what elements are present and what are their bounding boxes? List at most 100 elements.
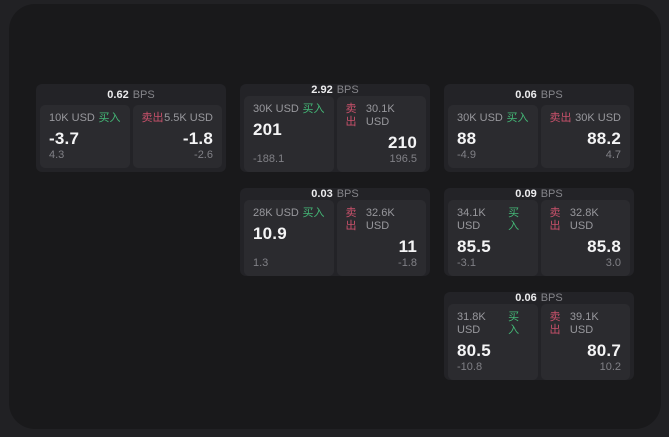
buy-size-label: 30K USD — [253, 103, 299, 115]
sell-price-value: 210 — [388, 133, 417, 152]
card-body: 31.8K USD 买入 80.5 -10.8 卖出 39.1K USD 80.… — [448, 304, 630, 380]
sell-price-value: 85.8 — [587, 237, 621, 256]
buy-delta-value: -10.8 — [457, 361, 483, 373]
buy-side-label: 买入 — [508, 311, 520, 336]
buy-side-label: 买入 — [302, 207, 325, 219]
card-header: 2.92 BPS — [244, 84, 426, 96]
card-header: 0.03 BPS — [244, 188, 426, 200]
sell-tile-header: 卖出 39.1K USD — [550, 311, 622, 337]
sell-delta-value: 196.5 — [389, 153, 417, 165]
sell-price-value: 11 — [398, 237, 417, 256]
sell-quote-tile[interactable]: 卖出 30.1K USD 210 196.5 — [336, 96, 426, 172]
buy-price-value: 80.5 — [457, 341, 491, 360]
sell-side-label: 卖出 — [549, 207, 561, 232]
buy-price-value: 10.9 — [253, 224, 287, 243]
buy-delta-value: -3.1 — [457, 257, 476, 269]
buy-quote-tile[interactable]: 31.8K USD 买入 80.5 -10.8 — [448, 304, 538, 380]
quote-card: 2.92 BPS 30K USD 买入 201 -188.1 卖出 30.1K … — [240, 84, 430, 172]
sell-price-value: -1.8 — [182, 129, 213, 148]
bps-unit: BPS — [540, 292, 563, 304]
sell-tile-header: 卖出 32.6K USD — [346, 207, 418, 233]
sell-side-label: 卖出 — [345, 103, 357, 128]
buy-tile-header: 30K USD 买入 — [253, 103, 325, 116]
buy-price-value: 85.5 — [457, 237, 491, 256]
buy-size-label: 34.1K USD — [457, 207, 486, 232]
bps-value: 0.09 — [515, 188, 537, 200]
sell-delta-value: -1.8 — [398, 257, 417, 269]
bps-value: 0.62 — [107, 88, 129, 101]
buy-size-label: 30K USD — [457, 112, 503, 124]
buy-quote-tile[interactable]: 34.1K USD 买入 85.5 -3.1 — [448, 200, 538, 276]
buy-side-label: 买入 — [506, 112, 529, 124]
sell-size-label: 5.5K USD — [164, 112, 213, 124]
quote-card: 0.06 BPS 30K USD 买入 88 -4.9 卖出 30K USD 8… — [444, 84, 634, 172]
sell-tile-header: 卖出 30K USD — [550, 112, 622, 125]
sell-tile-header: 卖出 30.1K USD — [346, 103, 418, 129]
sell-size-label: 30K USD — [575, 112, 621, 124]
sell-price-value: 80.7 — [587, 341, 621, 360]
buy-side-label: 买入 — [98, 112, 121, 124]
card-body: 30K USD 买入 88 -4.9 卖出 30K USD 88.2 4.7 — [448, 105, 630, 168]
buy-tile-header: 34.1K USD 买入 — [457, 207, 529, 233]
bps-value: 0.06 — [515, 88, 537, 101]
sell-size-label: 32.6K USD — [365, 207, 395, 232]
buy-price-value: 88 — [457, 129, 477, 148]
sell-delta-value: 3.0 — [605, 257, 621, 269]
sell-side-label: 卖出 — [141, 112, 164, 124]
card-body: 10K USD 买入 -3.7 4.3 卖出 5.5K USD -1.8 -2.… — [40, 105, 222, 168]
buy-quote-tile[interactable]: 30K USD 买入 201 -188.1 — [244, 96, 334, 172]
buy-tile-header: 10K USD 买入 — [49, 112, 121, 125]
bps-unit: BPS — [132, 88, 155, 101]
buy-quote-tile[interactable]: 30K USD 买入 88 -4.9 — [448, 105, 538, 168]
sell-side-label: 卖出 — [549, 112, 572, 124]
buy-size-label: 31.8K USD — [457, 311, 486, 336]
buy-delta-value: -188.1 — [253, 153, 285, 165]
bps-unit: BPS — [336, 188, 359, 200]
sell-quote-tile[interactable]: 卖出 30K USD 88.2 4.7 — [540, 105, 630, 168]
buy-side-label: 买入 — [508, 207, 520, 232]
bps-unit: BPS — [540, 188, 563, 200]
sell-delta-value: 4.7 — [605, 149, 621, 161]
cards-grid: 0.62 BPS 10K USD 买入 -3.7 4.3 卖出 5.5K USD… — [36, 84, 634, 380]
buy-quote-tile[interactable]: 10K USD 买入 -3.7 4.3 — [40, 105, 130, 168]
bps-value: 0.06 — [515, 292, 537, 304]
buy-delta-value: -4.9 — [457, 149, 476, 161]
bps-unit: BPS — [336, 84, 359, 96]
sell-side-label: 卖出 — [549, 311, 561, 336]
quote-card: 0.06 BPS 31.8K USD 买入 80.5 -10.8 卖出 39.1… — [444, 292, 634, 380]
sell-quote-tile[interactable]: 卖出 5.5K USD -1.8 -2.6 — [132, 105, 222, 168]
card-body: 28K USD 买入 10.9 1.3 卖出 32.6K USD 11 -1.8 — [244, 200, 426, 276]
sell-tile-header: 卖出 5.5K USD — [142, 112, 214, 125]
buy-delta-value: 4.3 — [49, 149, 65, 161]
card-body: 34.1K USD 买入 85.5 -3.1 卖出 32.8K USD 85.8… — [448, 200, 630, 276]
buy-price-value: -3.7 — [49, 129, 80, 148]
buy-size-label: 28K USD — [253, 207, 299, 219]
sell-size-label: 32.8K USD — [569, 207, 599, 232]
sell-size-label: 30.1K USD — [365, 103, 395, 128]
sell-quote-tile[interactable]: 卖出 32.8K USD 85.8 3.0 — [540, 200, 630, 276]
buy-tile-header: 30K USD 买入 — [457, 112, 529, 125]
sell-quote-tile[interactable]: 卖出 32.6K USD 11 -1.8 — [336, 200, 426, 276]
quote-card: 0.09 BPS 34.1K USD 买入 85.5 -3.1 卖出 32.8K… — [444, 188, 634, 276]
sell-quote-tile[interactable]: 卖出 39.1K USD 80.7 10.2 — [540, 304, 630, 380]
buy-price-value: 201 — [253, 120, 282, 139]
quote-card: 0.03 BPS 28K USD 买入 10.9 1.3 卖出 32.6K US… — [240, 188, 430, 276]
buy-quote-tile[interactable]: 28K USD 买入 10.9 1.3 — [244, 200, 334, 276]
buy-delta-value: 1.3 — [253, 257, 269, 269]
sell-side-label: 卖出 — [345, 207, 357, 232]
sell-tile-header: 卖出 32.8K USD — [550, 207, 622, 233]
quote-card: 0.62 BPS 10K USD 买入 -3.7 4.3 卖出 5.5K USD… — [36, 84, 226, 172]
buy-tile-header: 31.8K USD 买入 — [457, 311, 529, 337]
sell-price-value: 88.2 — [587, 129, 621, 148]
buy-size-label: 10K USD — [49, 112, 95, 124]
sell-delta-value: 10.2 — [599, 361, 621, 373]
card-header: 0.06 BPS — [448, 84, 630, 105]
card-header: 0.06 BPS — [448, 292, 630, 304]
card-header: 0.09 BPS — [448, 188, 630, 200]
bps-value: 0.03 — [311, 188, 333, 200]
buy-side-label: 买入 — [302, 103, 325, 115]
card-header: 0.62 BPS — [40, 84, 222, 105]
sell-size-label: 39.1K USD — [569, 311, 599, 336]
sell-delta-value: -2.6 — [194, 149, 213, 161]
